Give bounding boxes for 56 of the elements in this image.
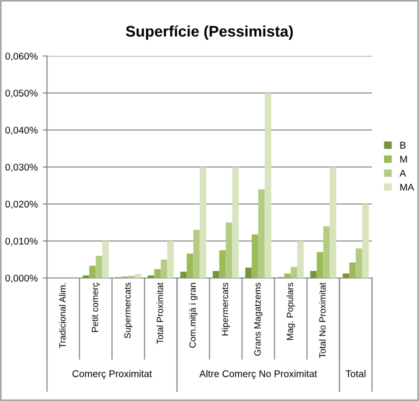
x-tick-label: Grans Magatzems (254, 282, 262, 356)
text: Altre Comerç No Proximitat (199, 370, 318, 380)
y-tick-label: 0,040% (5, 126, 38, 135)
bar (252, 234, 258, 278)
x-tick-label: Total No Proximitat (319, 282, 326, 358)
bar (349, 262, 356, 278)
bar (232, 167, 239, 278)
bar (310, 270, 317, 278)
bar (245, 268, 252, 278)
y-tick-label: 0,020% (5, 200, 38, 209)
legend-label: B (400, 142, 406, 149)
bar (180, 272, 187, 278)
bar (290, 266, 298, 278)
y-tick-label: 0,050% (5, 90, 38, 98)
bar (362, 204, 369, 278)
legend-label: M (400, 156, 407, 163)
x-tick-label: Total Proximitat (156, 282, 164, 344)
bar (167, 241, 174, 278)
bar (200, 167, 206, 278)
x-tick-label: Petit comerç (92, 282, 100, 332)
bar (148, 275, 154, 278)
bar (89, 266, 96, 278)
bar (154, 269, 161, 278)
chart-title: Superfície (Pessimista) (126, 25, 293, 40)
bar (102, 241, 109, 278)
bar (193, 230, 200, 278)
bar (258, 189, 265, 278)
bar (284, 274, 291, 278)
bar (316, 252, 324, 278)
bar (264, 93, 272, 278)
text: Comerç Proximitat (72, 370, 152, 380)
bar (342, 274, 350, 278)
x-tick-label: Tradicional Alim. (59, 283, 66, 348)
x-tick-label: Com.mitjà i gran (188, 283, 198, 348)
bar (356, 248, 362, 278)
x-tick-label: Supermercats (124, 282, 132, 338)
x-tick-label: Hipermercats (222, 282, 230, 336)
legend-label: A (400, 170, 406, 177)
y-tick-label: 0,030% (5, 164, 38, 172)
legend-label: MA (400, 184, 414, 191)
bar (219, 250, 226, 278)
y-tick-label: 0,010% (5, 238, 38, 246)
bar (96, 256, 102, 278)
text: Total (346, 370, 366, 378)
y-tick-label: 0,060% (5, 52, 38, 61)
bar (160, 260, 168, 278)
bar (82, 275, 90, 278)
bar (212, 270, 220, 278)
bar (297, 241, 304, 278)
bar (186, 254, 194, 278)
bar (323, 226, 330, 278)
x-tick-label: Mag. Populars (286, 282, 295, 340)
bar (330, 167, 336, 278)
bar (226, 222, 232, 278)
bar (134, 274, 142, 278)
y-tick-label: 0,000% (5, 274, 38, 283)
